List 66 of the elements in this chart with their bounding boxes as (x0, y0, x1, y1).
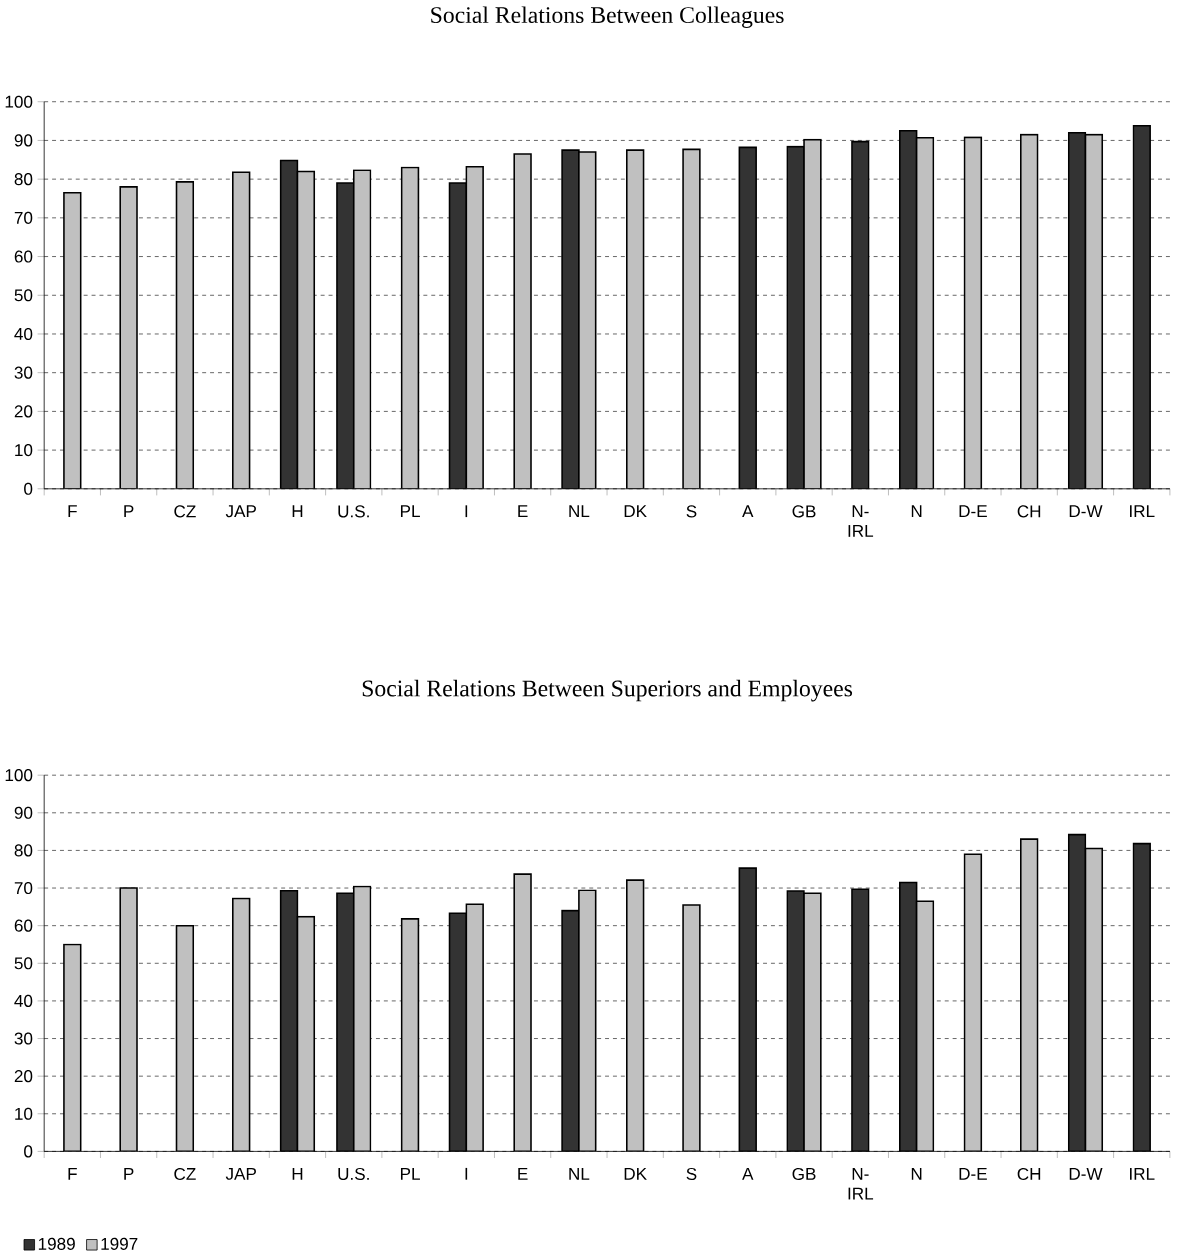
x-tick-label: I (465, 505, 468, 518)
x-tick-label: CZ (174, 505, 196, 518)
y-tick-label: 80 (14, 173, 33, 186)
y-tick-label: 20 (14, 405, 33, 418)
x-tick-label: E (518, 505, 528, 518)
x-tick-label: P (124, 505, 134, 518)
x-tick-label: CZ (174, 1167, 196, 1181)
x-tick-label: CH (1017, 505, 1041, 518)
x-tick-label: CH (1017, 1167, 1041, 1181)
x-tick-label: IRL (1130, 505, 1155, 518)
y-tick-label: 50 (14, 289, 33, 302)
x-tick-label: S (686, 505, 697, 518)
x-tick-label: N-IRL (848, 505, 874, 537)
x-tick-label: U.S. (338, 1167, 369, 1181)
x-tick-label: N-IRL (848, 1167, 874, 1200)
x-tick-label: E (518, 1167, 528, 1180)
x-tick-label: F (68, 1167, 77, 1180)
x-tick-label: N (911, 1167, 922, 1180)
x-tick-label: JAP (225, 505, 257, 518)
y-tick-label: 60 (14, 250, 33, 263)
chart-title: Social Relations Between Superiors and Employees (362, 679, 853, 702)
x-tick-label: A (742, 1167, 754, 1180)
y-tick-label: 60 (14, 919, 33, 932)
x-tick-label: PL (401, 505, 421, 518)
x-tick-label: IRL (1130, 1167, 1155, 1180)
y-tick-label: 70 (14, 881, 33, 895)
y-tick-label: 70 (14, 211, 33, 224)
y-tick-label: 40 (14, 994, 33, 1007)
x-tick-label: D-W (1069, 505, 1103, 518)
x-tick-label: NL (569, 505, 590, 518)
x-tick-label: A (742, 505, 754, 518)
x-tick-label: JAP (225, 1167, 257, 1180)
x-tick-label: GB (792, 1167, 816, 1181)
y-tick-label: 30 (14, 366, 33, 379)
y-tick-label: 0 (24, 482, 33, 495)
x-tick-label: NL (569, 1167, 590, 1180)
legend-label: 1989 (38, 1237, 75, 1250)
y-tick-label: 0 (24, 1145, 33, 1158)
legend-label: 1997 (101, 1237, 138, 1250)
x-tick-label: D-E (959, 1167, 987, 1180)
x-tick-label: DK (624, 1167, 647, 1180)
y-tick-label: 10 (15, 444, 33, 457)
x-tick-label: P (124, 1167, 134, 1180)
x-tick-label: H (292, 505, 303, 518)
x-tick-label: S (686, 1167, 697, 1181)
x-tick-label: D-W (1069, 1167, 1103, 1180)
x-tick-label: GB (792, 505, 816, 518)
chart-title: Social Relations Between Colleagues (431, 6, 784, 28)
y-tick-label: 20 (14, 1070, 33, 1083)
y-tick-label: 90 (14, 806, 33, 819)
y-tick-label: 10 (15, 1107, 33, 1120)
y-tick-label: 80 (14, 844, 33, 857)
y-tick-label: 100 (5, 769, 33, 782)
y-tick-label: 90 (14, 134, 33, 147)
x-tick-label: PL (401, 1167, 421, 1180)
y-tick-label: 100 (5, 95, 33, 108)
x-tick-label: D-E (959, 505, 987, 518)
y-tick-label: 50 (14, 957, 33, 970)
x-tick-label: I (465, 1167, 468, 1180)
x-tick-label: N (911, 505, 922, 518)
x-tick-label: H (292, 1167, 303, 1180)
y-tick-label: 40 (14, 327, 33, 341)
x-tick-label: DK (624, 505, 647, 518)
x-tick-label: F (68, 505, 77, 518)
y-tick-label: 30 (14, 1032, 33, 1045)
x-tick-label: U.S. (338, 505, 369, 518)
